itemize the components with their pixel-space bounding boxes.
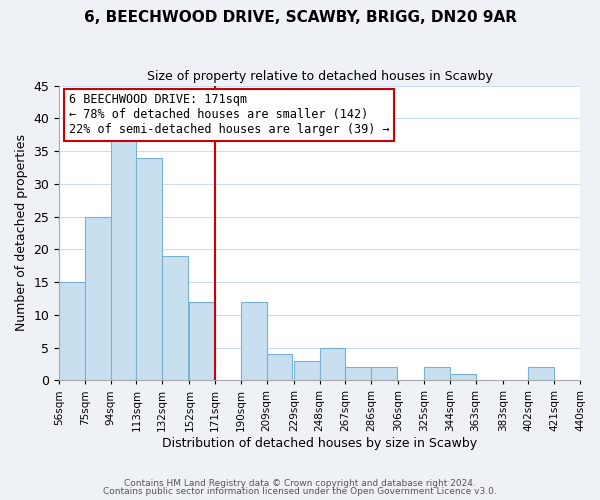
Text: Contains public sector information licensed under the Open Government Licence v3: Contains public sector information licen… (103, 487, 497, 496)
Bar (136, 158, 162, 380)
Bar (424, 367, 450, 380)
Bar (59, 282, 85, 380)
Bar (320, 348, 346, 380)
Bar (371, 367, 397, 380)
Y-axis label: Number of detached properties: Number of detached properties (15, 134, 28, 332)
Title: Size of property relative to detached houses in Scawby: Size of property relative to detached ho… (146, 70, 493, 83)
Bar (110, 138, 136, 380)
Bar (529, 367, 554, 380)
Bar (346, 367, 371, 380)
Text: 6, BEECHWOOD DRIVE, SCAWBY, BRIGG, DN20 9AR: 6, BEECHWOOD DRIVE, SCAWBY, BRIGG, DN20 … (83, 10, 517, 25)
X-axis label: Distribution of detached houses by size in Scawby: Distribution of detached houses by size … (162, 437, 477, 450)
Bar (450, 374, 476, 380)
Bar (190, 302, 215, 380)
Bar (294, 360, 320, 380)
Bar (241, 302, 266, 380)
Bar (266, 354, 292, 380)
Bar (162, 256, 188, 380)
Text: 6 BEECHWOOD DRIVE: 171sqm
← 78% of detached houses are smaller (142)
22% of semi: 6 BEECHWOOD DRIVE: 171sqm ← 78% of detac… (68, 94, 389, 136)
Bar (85, 216, 110, 380)
Text: Contains HM Land Registry data © Crown copyright and database right 2024.: Contains HM Land Registry data © Crown c… (124, 478, 476, 488)
